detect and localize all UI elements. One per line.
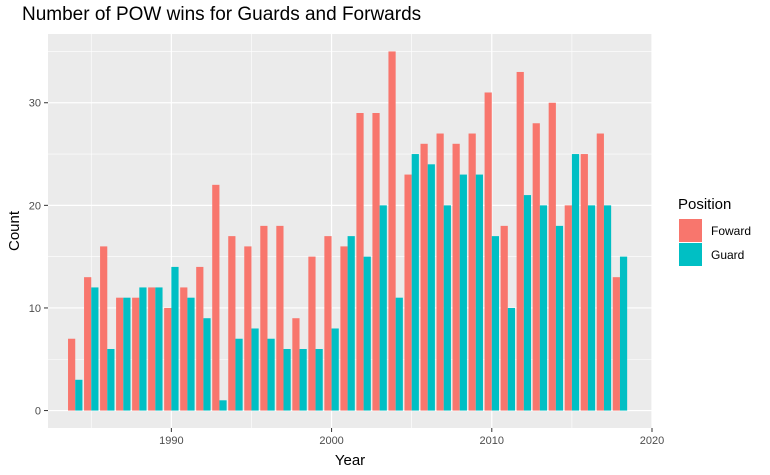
bar-guard-2018 bbox=[619, 256, 628, 411]
bar-foward-2012 bbox=[516, 71, 524, 411]
bar-foward-2004 bbox=[388, 51, 396, 411]
bar-guard-2014 bbox=[555, 225, 564, 411]
bar-foward-2002 bbox=[356, 113, 364, 411]
bar-guard-1992 bbox=[203, 318, 211, 411]
bar-guard-1986 bbox=[107, 348, 115, 411]
bar-guard-1991 bbox=[187, 297, 195, 411]
x-tick-label: 2010 bbox=[480, 435, 504, 447]
bar-foward-1987 bbox=[116, 297, 124, 411]
bar-foward-1995 bbox=[244, 246, 252, 411]
bar-foward-1992 bbox=[196, 266, 204, 411]
bar-foward-2018 bbox=[612, 277, 620, 411]
bar-guard-2000 bbox=[331, 328, 339, 411]
bar-foward-2010 bbox=[484, 92, 492, 411]
y-tick-label: 20 bbox=[29, 200, 41, 212]
bar-foward-2015 bbox=[564, 205, 572, 411]
x-axis-title: Year bbox=[335, 452, 365, 469]
x-tick-label: 2000 bbox=[319, 435, 343, 447]
bar-guard-2012 bbox=[523, 195, 532, 411]
legend-key-guard bbox=[679, 243, 702, 266]
bar-foward-2009 bbox=[468, 133, 476, 411]
bar-foward-2005 bbox=[404, 174, 412, 411]
bar-foward-2014 bbox=[548, 102, 556, 411]
bar-guard-2010 bbox=[491, 236, 499, 411]
bar-guard-2002 bbox=[363, 256, 371, 411]
bar-guard-1988 bbox=[139, 287, 147, 411]
bar-guard-1985 bbox=[91, 287, 99, 411]
x-tick-label: 1990 bbox=[159, 435, 183, 447]
bar-guard-1987 bbox=[123, 297, 131, 411]
bar-foward-2016 bbox=[580, 154, 588, 411]
y-axis: 0 10 20 30 bbox=[29, 98, 48, 418]
bar-guard-2006 bbox=[427, 164, 435, 411]
y-tick-label: 0 bbox=[35, 406, 41, 418]
bar-foward-1994 bbox=[228, 236, 236, 411]
bar-foward-1984 bbox=[68, 338, 76, 411]
bar-foward-1989 bbox=[148, 287, 156, 411]
legend-label-foward: Foward bbox=[711, 224, 751, 238]
bar-guard-2011 bbox=[507, 307, 516, 411]
bar-guard-2013 bbox=[539, 205, 548, 411]
bar-guard-2001 bbox=[347, 236, 355, 411]
bar-guard-1994 bbox=[235, 338, 243, 411]
x-tick-label: 2020 bbox=[640, 435, 664, 447]
bar-guard-2007 bbox=[443, 205, 451, 411]
bar-foward-2003 bbox=[372, 113, 380, 411]
bar-guard-2005 bbox=[411, 154, 419, 411]
bar-foward-1991 bbox=[180, 287, 188, 411]
bar-foward-2017 bbox=[596, 133, 604, 411]
bar-guard-2008 bbox=[459, 174, 467, 411]
bar-foward-2006 bbox=[420, 143, 428, 411]
bar-guard-2016 bbox=[587, 205, 596, 411]
y-axis-title: Count bbox=[6, 210, 23, 251]
legend-key-foward bbox=[679, 219, 702, 242]
bar-foward-1990 bbox=[164, 307, 172, 411]
bar-foward-2008 bbox=[452, 143, 460, 411]
bar-guard-2004 bbox=[395, 297, 403, 411]
y-tick-label: 30 bbox=[29, 98, 41, 110]
bar-guard-1984 bbox=[75, 379, 83, 411]
bar-guard-1989 bbox=[155, 287, 163, 411]
bar-guard-1993 bbox=[219, 400, 227, 411]
bar-foward-2000 bbox=[324, 236, 332, 411]
bar-guard-2017 bbox=[603, 205, 612, 411]
bar-foward-1996 bbox=[260, 225, 268, 411]
bar-foward-1993 bbox=[212, 184, 220, 411]
legend-title: Position bbox=[678, 196, 731, 213]
bar-guard-1997 bbox=[283, 348, 291, 411]
bar-guard-1990 bbox=[171, 266, 179, 411]
bar-guard-2003 bbox=[379, 205, 387, 411]
bar-foward-2001 bbox=[340, 246, 348, 411]
bar-foward-2011 bbox=[500, 225, 508, 411]
bar-guard-2015 bbox=[571, 154, 580, 411]
bar-guard-2009 bbox=[475, 174, 483, 411]
y-tick-label: 10 bbox=[29, 303, 41, 315]
legend: Position Foward Guard bbox=[678, 196, 751, 266]
bar-guard-1999 bbox=[315, 348, 323, 411]
chart-title: Number of POW wins for Guards and Forwar… bbox=[22, 4, 422, 25]
bar-foward-2007 bbox=[436, 133, 444, 411]
x-axis: 1990 2000 2010 2020 bbox=[159, 428, 664, 447]
bar-guard-1995 bbox=[251, 328, 259, 411]
bar-foward-1988 bbox=[132, 297, 140, 411]
bar-foward-1986 bbox=[100, 246, 108, 411]
bars bbox=[68, 51, 628, 411]
bar-guard-1996 bbox=[267, 338, 275, 411]
bar-foward-1997 bbox=[276, 225, 284, 411]
bar-foward-1998 bbox=[292, 318, 300, 411]
bar-foward-1999 bbox=[308, 256, 316, 411]
bar-foward-2013 bbox=[532, 123, 540, 411]
bar-guard-1998 bbox=[299, 348, 307, 411]
bar-foward-1985 bbox=[84, 277, 92, 411]
legend-label-guard: Guard bbox=[711, 248, 744, 262]
